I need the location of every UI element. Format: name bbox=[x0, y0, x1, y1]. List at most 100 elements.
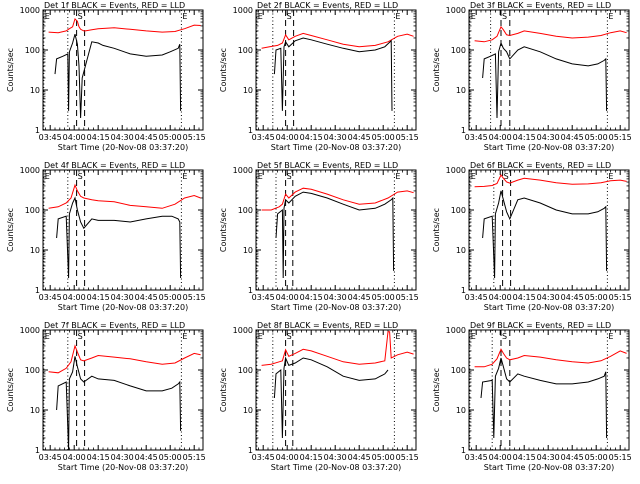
y-tick-label: 1 bbox=[35, 126, 40, 135]
series-line-red bbox=[261, 187, 414, 211]
marker-label: S bbox=[287, 12, 292, 21]
x-tick-label: 04:30 bbox=[111, 453, 134, 462]
x-tick-label: 04:30 bbox=[324, 133, 347, 142]
x-tick-label: 04:15 bbox=[300, 453, 323, 462]
x-tick-label: 05:15 bbox=[396, 133, 419, 142]
y-tick-label: 100 bbox=[451, 206, 466, 215]
x-axis-label: Start Time (20-Nov-08 03:37:20) bbox=[271, 143, 401, 152]
y-tick-label: 10 bbox=[243, 246, 253, 255]
x-tick-label: 04:00 bbox=[276, 453, 299, 462]
marker-label: E bbox=[395, 332, 400, 341]
marker-label: E bbox=[45, 172, 50, 181]
y-tick-label: 1 bbox=[248, 446, 253, 455]
series-line-red bbox=[48, 183, 201, 209]
marker-label: E bbox=[395, 172, 400, 181]
y-tick-label: 10 bbox=[456, 246, 466, 255]
y-axis-label: Counts/sec bbox=[432, 208, 441, 252]
marker-label: S bbox=[504, 172, 509, 181]
y-tick-label: 1000 bbox=[446, 326, 466, 335]
x-tick-label: 04:45 bbox=[135, 453, 158, 462]
marker-label: E bbox=[608, 332, 613, 341]
x-tick-label: 04:00 bbox=[276, 293, 299, 302]
marker-label: E bbox=[608, 12, 613, 21]
y-tick-label: 100 bbox=[25, 46, 40, 55]
x-tick-label: 05:00 bbox=[372, 293, 395, 302]
y-tick-label: 100 bbox=[25, 366, 40, 375]
x-tick-label: 05:15 bbox=[396, 453, 419, 462]
series-line-red bbox=[48, 17, 201, 34]
chart-title: Det 6f BLACK = Events, RED = LLD bbox=[470, 161, 611, 170]
chart-panel-det9f: Det 9f BLACK = Events, RED = LLD 1 10 100 10… bbox=[432, 321, 632, 472]
y-tick-label: 1 bbox=[461, 286, 466, 295]
plot-frame bbox=[42, 169, 204, 291]
y-tick-label: 1 bbox=[461, 126, 466, 135]
plot-frame bbox=[42, 329, 204, 451]
y-tick-label: 1000 bbox=[233, 6, 253, 15]
x-tick-label: 05:00 bbox=[372, 453, 395, 462]
marker-label: E bbox=[395, 12, 400, 21]
x-tick-label: 05:15 bbox=[183, 293, 206, 302]
x-axis-label: Start Time (20-Nov-08 03:37:20) bbox=[484, 303, 614, 312]
chart-title: Det 5f BLACK = Events, RED = LLD bbox=[257, 161, 398, 170]
x-tick-label: 05:00 bbox=[159, 133, 182, 142]
chart-title: Det 1f BLACK = Events, RED = LLD bbox=[44, 1, 185, 10]
x-tick-label: 05:15 bbox=[609, 293, 632, 302]
y-tick-label: 10 bbox=[243, 406, 253, 415]
x-tick-label: 04:30 bbox=[111, 293, 134, 302]
x-tick-label: 03:45 bbox=[465, 453, 488, 462]
x-axis-label: Start Time (20-Nov-08 03:37:20) bbox=[271, 303, 401, 312]
series-line-black bbox=[482, 190, 608, 279]
x-tick-label: 04:15 bbox=[87, 133, 110, 142]
series-line-black bbox=[273, 356, 389, 439]
marker-label: E bbox=[182, 12, 187, 21]
marker-label: S bbox=[502, 332, 507, 341]
chart-panel-det8f: Det 8f BLACK = Events, RED = LLD 1 10 100 10… bbox=[219, 321, 419, 472]
x-tick-label: 05:00 bbox=[372, 133, 395, 142]
marker-label: S bbox=[502, 12, 507, 21]
x-tick-label: 04:45 bbox=[348, 133, 371, 142]
y-axis-label: Counts/sec bbox=[219, 208, 228, 252]
x-tick-label: 05:00 bbox=[159, 453, 182, 462]
y-tick-label: 1000 bbox=[20, 326, 40, 335]
y-axis-label: Counts/sec bbox=[432, 368, 441, 412]
x-tick-label: 05:15 bbox=[609, 453, 632, 462]
y-tick-label: 1 bbox=[35, 286, 40, 295]
chart-panel-det2f: Det 2f BLACK = Events, RED = LLD 1 10 100 10… bbox=[219, 1, 419, 152]
y-tick-label: 1 bbox=[248, 126, 253, 135]
marker-label: S bbox=[287, 332, 292, 341]
x-tick-label: 04:15 bbox=[513, 133, 536, 142]
plot-frame bbox=[468, 169, 630, 291]
x-tick-label: 04:45 bbox=[135, 293, 158, 302]
marker-label: E bbox=[471, 12, 476, 21]
y-tick-label: 10 bbox=[456, 406, 466, 415]
x-tick-label: 04:00 bbox=[276, 133, 299, 142]
x-tick-label: 05:00 bbox=[585, 293, 608, 302]
series-line-red bbox=[261, 32, 414, 49]
x-tick-label: 04:15 bbox=[300, 293, 323, 302]
x-tick-label: 04:00 bbox=[489, 453, 512, 462]
x-tick-label: 04:15 bbox=[87, 453, 110, 462]
plot-frame bbox=[468, 329, 630, 451]
chart-panel-det6f: Det 6f BLACK = Events, RED = LLD 1 10 100 10… bbox=[432, 161, 632, 312]
x-tick-label: 04:30 bbox=[324, 293, 347, 302]
x-axis-label: Start Time (20-Nov-08 03:37:20) bbox=[58, 463, 188, 472]
marker-label: S bbox=[78, 332, 83, 341]
marker-label: E bbox=[258, 332, 263, 341]
x-axis-label: Start Time (20-Nov-08 03:37:20) bbox=[58, 303, 188, 312]
x-tick-label: 05:15 bbox=[396, 293, 419, 302]
y-tick-label: 100 bbox=[238, 366, 253, 375]
x-tick-label: 04:15 bbox=[300, 133, 323, 142]
series-line-red bbox=[474, 174, 627, 188]
chart-panel-det4f: Det 4f BLACK = Events, RED = LLD 1 10 100 10… bbox=[6, 161, 206, 312]
x-tick-label: 04:00 bbox=[63, 293, 86, 302]
marker-label: E bbox=[471, 332, 476, 341]
marker-label: S bbox=[78, 172, 83, 181]
x-tick-label: 04:00 bbox=[63, 453, 86, 462]
x-tick-label: 04:30 bbox=[111, 133, 134, 142]
series-line-black bbox=[54, 33, 182, 119]
y-tick-label: 100 bbox=[25, 206, 40, 215]
series-line-red bbox=[48, 344, 201, 374]
x-tick-label: 04:45 bbox=[348, 453, 371, 462]
